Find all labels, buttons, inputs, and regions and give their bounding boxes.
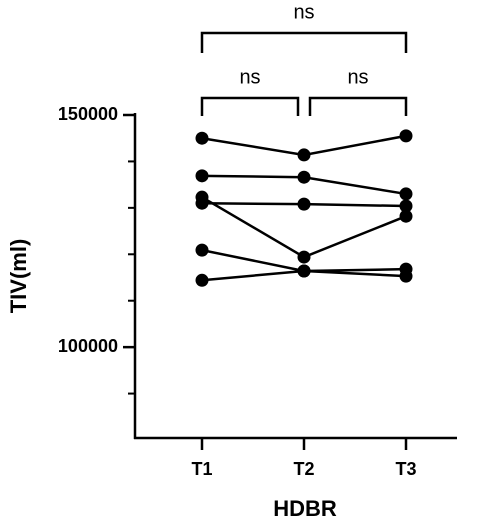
x-axis-title: HDBR xyxy=(273,496,337,521)
y-tick-label: 150000 xyxy=(58,104,118,124)
y-tick-label: 100000 xyxy=(58,336,118,356)
significance-label: ns xyxy=(293,1,314,23)
x-tick-label: T2 xyxy=(293,459,314,479)
data-point xyxy=(399,199,413,213)
data-point xyxy=(297,197,311,211)
data-point xyxy=(195,243,209,257)
x-tick-label: T1 xyxy=(191,459,212,479)
data-point xyxy=(297,170,311,184)
x-tick-label: T3 xyxy=(395,459,416,479)
significance-bracket xyxy=(200,96,300,116)
y-axis-title: TIV(ml) xyxy=(6,239,31,314)
significance-bracket xyxy=(308,96,408,116)
data-point xyxy=(297,148,311,162)
data-point xyxy=(399,187,413,201)
data-point xyxy=(195,273,209,287)
data-point xyxy=(399,209,413,223)
data-point xyxy=(195,131,209,145)
significance-label: ns xyxy=(347,66,368,88)
data-point xyxy=(297,264,311,278)
significance-bracket xyxy=(200,31,408,53)
data-point xyxy=(195,190,209,204)
significance-label: ns xyxy=(239,66,260,88)
data-point xyxy=(195,169,209,183)
data-point xyxy=(399,129,413,143)
data-point xyxy=(399,262,413,276)
data-point xyxy=(297,250,311,264)
